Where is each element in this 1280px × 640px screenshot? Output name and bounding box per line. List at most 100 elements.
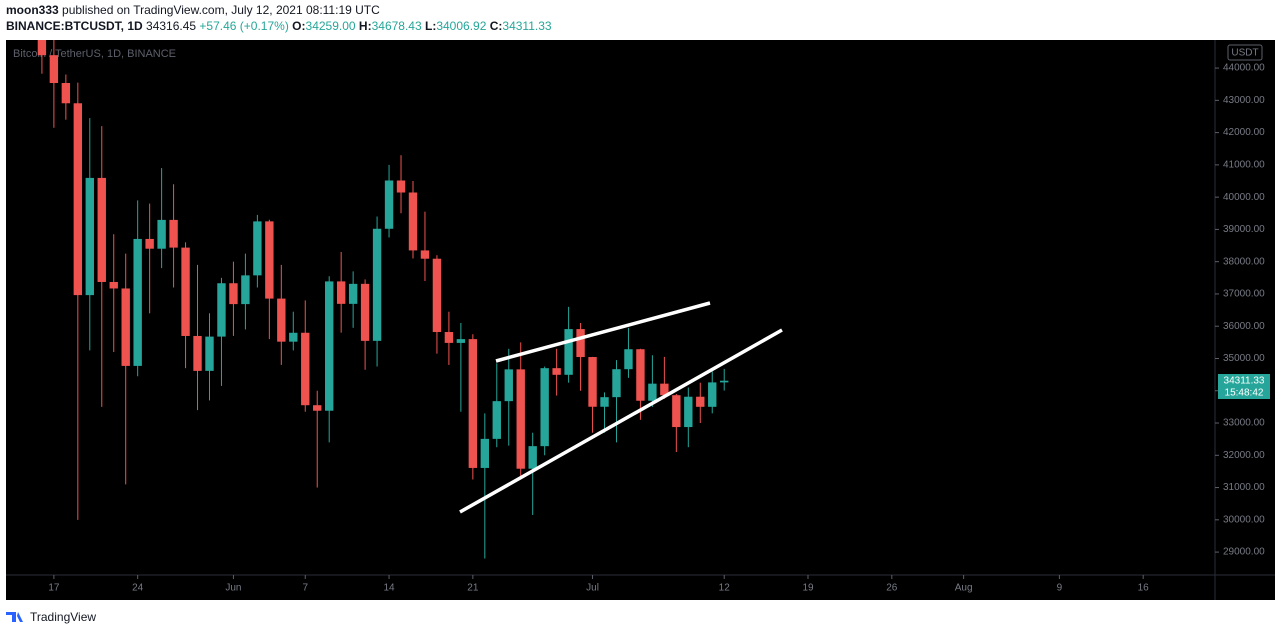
x-tick-label: 9 — [1057, 583, 1063, 594]
candle-body — [420, 250, 430, 259]
candle-body — [408, 192, 418, 251]
candle-body — [552, 368, 561, 375]
candle-body — [372, 228, 382, 341]
plot — [37, 40, 729, 559]
y-tick-label: 33000.00 — [1223, 418, 1265, 429]
candle-body — [432, 258, 442, 333]
candle-body — [145, 238, 154, 249]
candle-body — [528, 446, 537, 469]
x-tick-label: 17 — [48, 583, 60, 594]
candle-body — [384, 180, 394, 229]
candle-body — [612, 369, 621, 398]
candle-body — [540, 368, 549, 447]
candle-body — [61, 83, 71, 104]
candle-body — [636, 349, 645, 401]
candle-body — [121, 288, 130, 366]
candle-body — [193, 335, 202, 371]
y-tick-label: 38000.00 — [1223, 256, 1265, 267]
candle-body — [313, 405, 322, 411]
candle-body — [289, 332, 298, 342]
last-price: 34316.45 — [146, 19, 196, 33]
y-tick-label: 30000.00 — [1223, 514, 1265, 525]
trend-line — [495, 301, 711, 363]
ohlc-value: 34006.92 — [436, 19, 486, 33]
y-tick-label: 43000.00 — [1223, 95, 1265, 106]
ohlc-label: H: — [359, 19, 372, 33]
candle-body — [516, 369, 525, 469]
candle-body — [696, 396, 705, 407]
candle-body — [133, 238, 142, 366]
y-tick-label: 31000.00 — [1223, 482, 1265, 493]
candle-body — [169, 219, 178, 248]
candle-body — [708, 382, 717, 407]
y-tick-label: 37000.00 — [1223, 289, 1265, 300]
change: +57.46 (+0.17%) — [199, 19, 288, 33]
candle-body — [253, 221, 262, 276]
ohlc-label: L: — [425, 19, 436, 33]
y-tick-label: 42000.00 — [1223, 127, 1265, 138]
chart-title: Bitcoin / TetherUS, 1D, BINANCE — [13, 48, 176, 60]
candle-body — [325, 281, 334, 411]
y-tick-label: 39000.00 — [1223, 224, 1265, 235]
y-tick-label: 40000.00 — [1223, 192, 1265, 203]
candle-body — [648, 383, 657, 401]
x-tick-label: 12 — [719, 583, 731, 594]
candle-body — [396, 180, 406, 193]
x-tick-label: 14 — [383, 583, 395, 594]
candle-body — [600, 397, 609, 407]
candle-body — [480, 438, 490, 468]
candle-body — [181, 247, 190, 336]
currency: USDT — [1231, 48, 1258, 59]
x-tick-label: Jul — [586, 583, 599, 594]
candle-body — [588, 357, 597, 407]
x-tick-label: Jun — [225, 583, 241, 594]
price-tag — [1218, 374, 1270, 399]
y-tick-label: 36000.00 — [1223, 321, 1265, 332]
candle-body — [37, 40, 47, 56]
candle-body — [277, 298, 286, 342]
candle-body — [576, 329, 585, 358]
candle-body — [85, 177, 94, 296]
ohlc-label: C: — [490, 19, 503, 33]
candle-body — [157, 219, 166, 249]
trend-line — [459, 328, 783, 514]
x-tick-label: 21 — [467, 583, 479, 594]
x-tick-label: 7 — [302, 583, 308, 594]
candle-body — [109, 281, 118, 289]
symbol: BINANCE:BTCUSDT, 1D — [6, 19, 143, 33]
author: moon333 — [6, 3, 59, 17]
candle-body — [456, 339, 466, 343]
candle-body — [205, 336, 214, 371]
x-tick-label: Aug — [955, 583, 973, 594]
x-tick-label: 19 — [802, 583, 814, 594]
candle-body — [444, 332, 454, 343]
candle-body — [217, 283, 226, 337]
candle-body — [241, 275, 250, 305]
header-line-1: moon333 published on TradingView.com, Ju… — [6, 3, 380, 17]
y-tick-label: 44000.00 — [1223, 63, 1265, 74]
candle-body — [468, 339, 478, 468]
candle-body — [97, 177, 106, 282]
candle-body — [49, 55, 59, 84]
candle-body — [624, 349, 633, 370]
ohlc-label: O: — [292, 19, 305, 33]
candle-body — [672, 395, 681, 428]
candle-body — [229, 283, 238, 305]
published: published on TradingView.com, July 12, 2… — [62, 3, 380, 17]
candle-body — [564, 329, 573, 375]
y-tick-label: 29000.00 — [1223, 547, 1265, 558]
currency-box — [1227, 44, 1263, 61]
y-tick-label: 32000.00 — [1223, 450, 1265, 461]
ohlc-value: 34259.00 — [306, 19, 356, 33]
price-tag-value: 34311.33 — [1224, 376, 1265, 387]
ohlc-value: 34311.33 — [502, 19, 551, 33]
candle-body — [720, 380, 729, 383]
chart-panel — [6, 40, 1275, 600]
candle-body — [360, 283, 370, 341]
ohlc-value: 34678.43 — [372, 19, 422, 33]
x-tick-label: 26 — [886, 583, 898, 594]
candle-body — [492, 401, 501, 439]
candle-body — [684, 396, 693, 428]
candle-body — [660, 383, 669, 396]
